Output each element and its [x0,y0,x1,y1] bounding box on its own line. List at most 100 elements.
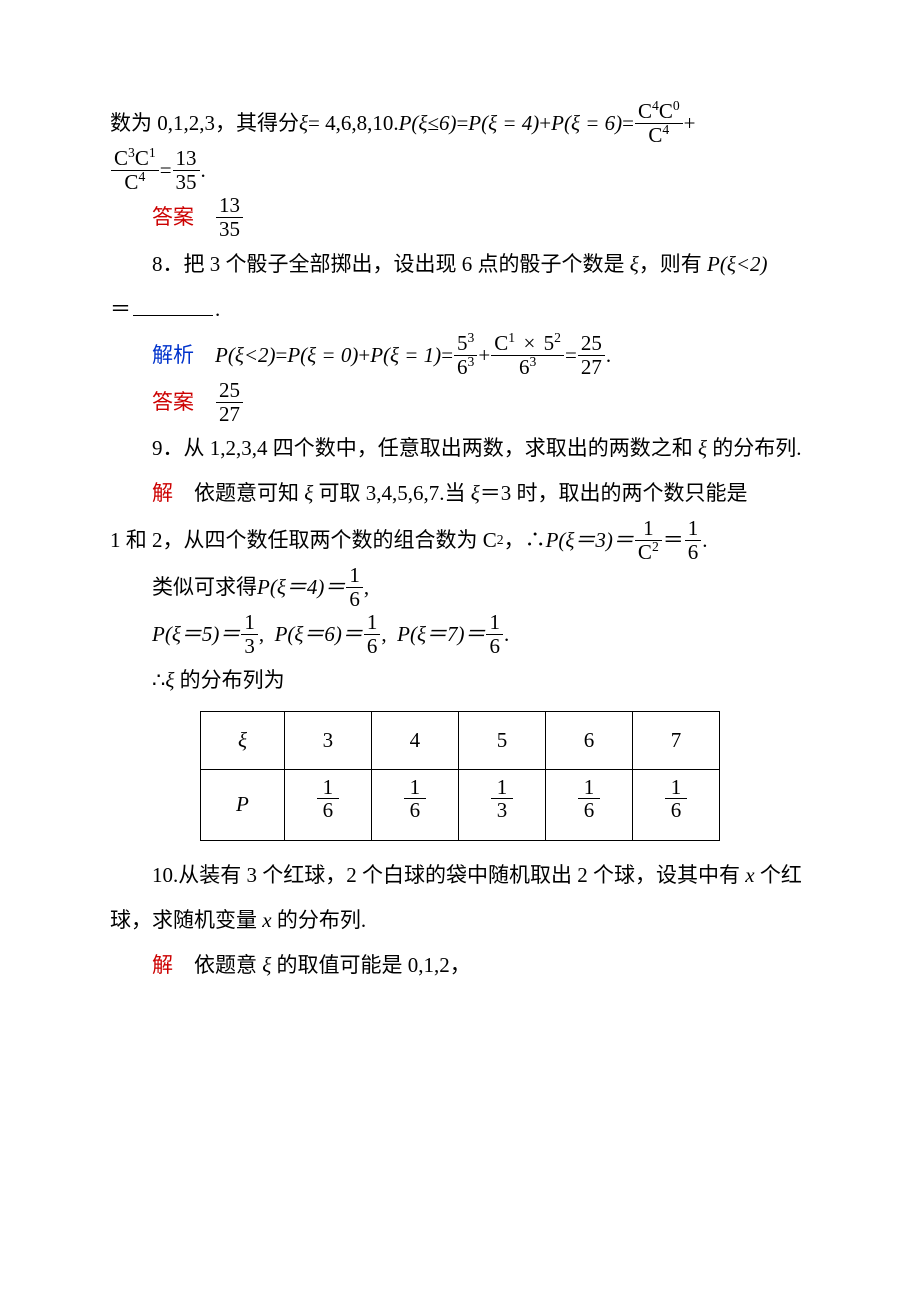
q9-p3-eq: ＝ [663,518,684,563]
table-cell: 6 [545,712,632,770]
table-cell: 16 [284,770,371,840]
q9-p3-period: . [702,518,707,563]
table-row: ξ 3 4 5 6 7 [201,712,720,770]
q9-p6-comma: , [381,612,397,657]
q8-answer-row: 答案 25 27 [152,379,810,426]
table-cell: 3 [284,712,371,770]
q7-text-a: 数为 0,1,2,3，其得分 [110,101,299,146]
q8-eq1: = [276,333,288,378]
q7-p4: P(ξ = 4) [468,101,539,146]
q8-result: 25 27 [578,332,605,379]
q8-p-lt2: P(ξ<2) [707,252,768,276]
q8-stem: 8．把 3 个骰子全部掷出，设出现 6 点的骰子个数是 ξ，则有 P(ξ<2) … [110,242,810,332]
q7-eq3: = [160,148,172,193]
q9-p3-lhs: P(ξ＝3)＝ [546,518,634,563]
q8-blank [133,296,213,316]
q9-conclude: ∴ξ 的分布列为 [110,658,810,703]
table-cell: 7 [632,712,719,770]
q7-xi: ξ [299,101,308,146]
q8-eq3: = [565,333,577,378]
q7-text-b: = 4,6,8,10. [308,101,399,146]
q8-stem-b: ，则有 [639,252,707,276]
q10-sol-p1-a: 依题意 [194,953,262,977]
q8-sol-lhs: P(ξ<2) [215,333,276,378]
q7-period: . [201,148,206,193]
q8-xi: ξ [630,252,639,276]
q9-p7-lhs: P(ξ＝7)＝ [397,612,485,657]
q9-xi: ξ [698,436,707,460]
q7-plus2: + [684,101,696,146]
q9-sol-p2-a: 类似可求得 [152,565,257,610]
q10-number: 10. [152,863,178,887]
q10-sol-p1-b: 的取值可能是 0,1,2， [271,953,471,977]
q9-p3-frac2: 1 6 [685,517,702,564]
table-cell: 16 [371,770,458,840]
q8-blank-after: . [215,297,220,321]
solution-label: 解析 [152,333,194,378]
table-header-xi: ξ [201,712,285,770]
q8-frac-a: 53 63 [454,332,477,379]
q10-sol: 解依题意 ξ 的取值可能是 0,1,2， [110,943,810,988]
answer-label: 答案 [152,195,194,240]
q10-xi: ξ [262,953,271,977]
q9-stem: 9．从 1,2,3,4 四个数中，任意取出两数，求取出的两数之和 ξ 的分布列. [110,426,810,471]
q10-x1: x [745,863,754,887]
q7-frac1: C4C0 C4 [635,100,683,147]
q7-plus1: + [539,101,551,146]
q10-x2: x [262,908,271,932]
q9-p5-comma: , [259,612,275,657]
q9-sol-p1-c: ＝3 时，取出的两个数只能是 [480,481,748,505]
solution-label: 解 [152,953,173,977]
q9-sol-p1: 解依题意可知 ξ 可取 3,4,5,6,7.当 ξ＝3 时，取出的两个数只能是 … [110,471,810,563]
q8-solution-row: 解析 P(ξ<2) = P(ξ = 0) + P(ξ = 1) = 53 63 … [152,332,810,379]
q9-p4-lhs: P(ξ＝4)＝ [257,565,345,610]
q9-sol-p2: 类似可求得 P(ξ＝4)＝ 1 6 , [152,564,810,611]
q8-eq2: = [441,333,453,378]
q8-p1: P(ξ = 1) [370,333,441,378]
q8-stem-a: 把 3 个骰子全部掷出，设出现 6 点的骰子个数是 [184,252,630,276]
q9-stem-a: 从 1,2,3,4 四个数中，任意取出两数，求取出的两数之和 [184,436,699,460]
q7-answer-row: 答案 13 35 [152,194,810,241]
q7-tail-line2: C3C1 C4 = 13 35 . [110,147,810,194]
q7-tail-line1: 数为 0,1,2,3，其得分 ξ = 4,6,8,10. P(ξ≤6) = P(… [110,100,810,147]
table-cell: 5 [458,712,545,770]
q9-sol-p1-line2a: 1 和 2，从四个数任取两个数的组合数为 C [110,518,497,563]
q10-stem-c: 的分布列. [272,908,367,932]
q8-frac-b: C1×52 63 [491,332,564,379]
q9-p6-lhs: P(ξ＝6)＝ [275,612,363,657]
q9-sol-p1-b: 可取 3,4,5,6,7.当 [313,481,471,505]
q9-p3-frac1: 1 C2 [635,517,662,564]
q9-sol-p1-d: ，∴ [504,518,546,563]
q9-sol-p1-a: 依题意可知 [194,481,304,505]
q8-p0: P(ξ = 0) [287,333,358,378]
q7-answer-frac: 13 35 [216,194,243,241]
table-header-p: P [201,770,285,840]
q8-plus2: + [478,333,490,378]
answer-label: 答案 [152,380,194,425]
table-cell: 4 [371,712,458,770]
q7-p6: P(ξ = 6) [551,101,622,146]
q7-eq1: = [456,101,468,146]
table-cell: 16 [632,770,719,840]
q9-p5-frac: 1 3 [241,611,258,658]
table-cell: 13 [458,770,545,840]
q9-sol-p1-line2: 1 和 2，从四个数任取两个数的组合数为 C2，∴ P(ξ＝3)＝ 1 C2 ＝… [110,517,810,564]
q9-p7-frac: 1 6 [486,611,503,658]
q8-answer-frac: 25 27 [216,379,243,426]
q9-p6-frac: 1 6 [364,611,381,658]
q7-tail-eqrow: 数为 0,1,2,3，其得分 ξ = 4,6,8,10. P(ξ≤6) = P(… [110,100,810,147]
q9-p4-comma: , [364,565,369,610]
solution-label: 解 [152,481,173,505]
q7-eq2: = [622,101,634,146]
q9-sol-xi2: ξ [471,481,480,505]
q9-stem-b: 的分布列. [707,436,802,460]
q7-p-le6: P(ξ≤6) [399,101,457,146]
q9-p4-frac: 1 6 [346,564,363,611]
q9-p7-period: . [504,612,509,657]
q8-plus: + [358,333,370,378]
q10-stem: 10.从装有 3 个红球，2 个白球的袋中随机取出 2 个球，设其中有 x 个红… [110,853,810,943]
q9-p5-lhs: P(ξ＝5)＝ [152,612,240,657]
q7-frac2: C3C1 C4 [111,147,159,194]
q8-number: 8． [152,252,184,276]
q9-sol-p3: P(ξ＝5)＝ 1 3 , P(ξ＝6)＝ 1 6 , P(ξ＝7)＝ 1 6 … [152,611,810,658]
